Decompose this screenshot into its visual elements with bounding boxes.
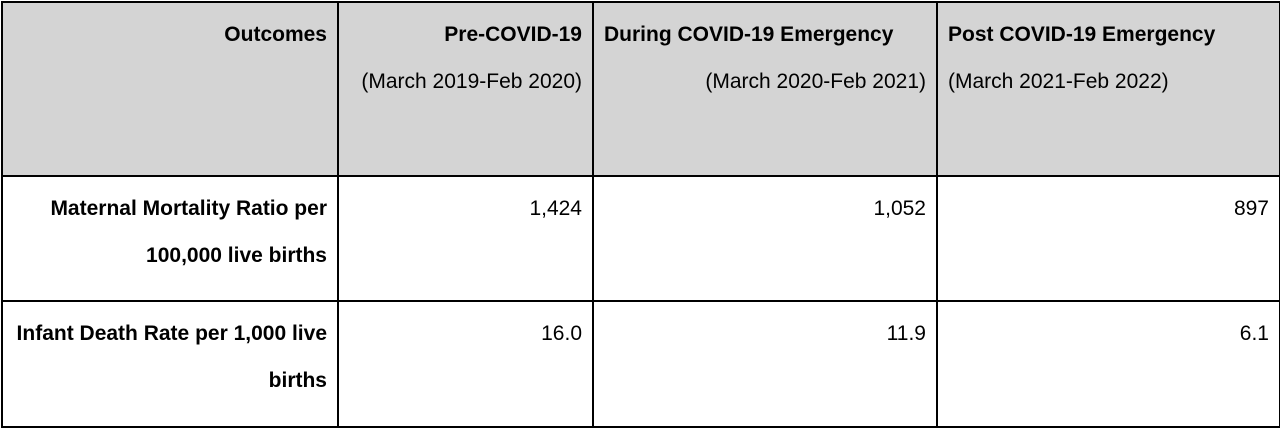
cell-post-covid-value: 897 (936, 175, 1280, 302)
header-post-covid-title: Post COVID-19 Emergency (948, 23, 1216, 46)
row-label-infant-death-rate: Infant Death Rate per 1,000 live births (1, 300, 339, 428)
header-row: Outcomes Pre-COVID-19 (March 2019-Feb 20… (1, 1, 1280, 177)
header-during-covid: During COVID-19 Emergency (March 2020-Fe… (592, 1, 938, 177)
header-outcomes-title: Outcomes (224, 23, 327, 46)
cell-during-covid-value: 1,052 (592, 175, 938, 302)
header-outcomes: Outcomes (1, 1, 339, 177)
cell-pre-covid-value: 1,424 (337, 175, 594, 302)
header-pre-covid-title: Pre-COVID-19 (444, 23, 582, 46)
header-post-covid-period: (March 2021-Feb 2022) (948, 70, 1169, 93)
table-header: Outcomes Pre-COVID-19 (March 2019-Feb 20… (1, 1, 1280, 177)
header-post-covid: Post COVID-19 Emergency (March 2021-Feb … (936, 1, 1280, 177)
cell-post-covid-value: 6.1 (936, 300, 1280, 428)
cell-pre-covid-value: 16.0 (337, 300, 594, 428)
table-row: Infant Death Rate per 1,000 live births … (1, 300, 1280, 428)
header-during-covid-title: During COVID-19 Emergency (604, 23, 894, 46)
row-label-maternal-mortality: Maternal Mortality Ratio per 100,000 liv… (1, 175, 339, 302)
header-pre-covid: Pre-COVID-19 (March 2019-Feb 2020) (337, 1, 594, 177)
cell-during-covid-value: 11.9 (592, 300, 938, 428)
table-body: Maternal Mortality Ratio per 100,000 liv… (1, 175, 1280, 428)
header-during-covid-period: (March 2020-Feb 2021) (705, 70, 926, 93)
header-pre-covid-period: (March 2019-Feb 2020) (361, 70, 582, 93)
table-row: Maternal Mortality Ratio per 100,000 liv… (1, 175, 1280, 302)
